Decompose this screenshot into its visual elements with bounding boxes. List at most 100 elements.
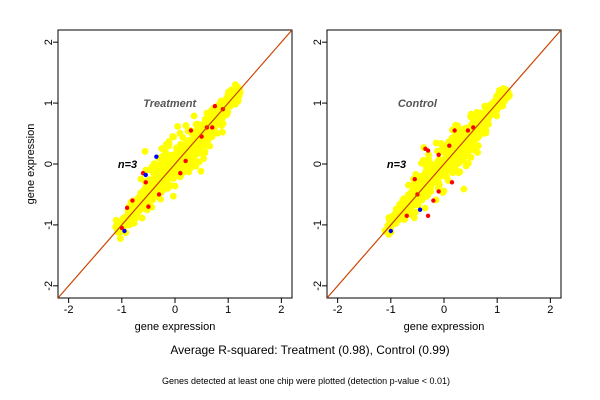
data-point-red	[156, 192, 162, 197]
data-point-red	[436, 189, 441, 194]
data-point-yellow	[201, 149, 209, 157]
data-point-yellow	[452, 121, 460, 129]
data-point-red	[436, 152, 441, 158]
data-point-yellow	[193, 137, 201, 145]
x-tick-label: 2	[278, 304, 284, 316]
data-point-red	[212, 103, 218, 109]
data-point-yellow	[154, 166, 162, 173]
data-point-yellow	[429, 161, 436, 169]
data-point-yellow	[182, 122, 190, 129]
data-point-red	[425, 213, 431, 218]
y-tick-label: 1	[43, 100, 55, 106]
data-point-yellow	[470, 135, 478, 142]
y-tick-label: -2	[312, 281, 324, 291]
x-axis-label: gene expression	[404, 321, 485, 333]
data-point-yellow	[182, 163, 190, 171]
data-point-yellow	[169, 192, 177, 200]
data-point-yellow	[439, 189, 447, 196]
x-tick-label: 0	[172, 304, 178, 316]
data-point-yellow	[444, 177, 452, 184]
data-point-yellow	[164, 181, 172, 188]
count-annotation: n=3	[118, 159, 137, 171]
data-point-yellow	[438, 157, 446, 165]
series-1	[388, 207, 423, 234]
data-point-yellow	[190, 155, 198, 163]
data-point-yellow	[192, 162, 200, 170]
data-point-yellow	[440, 143, 448, 151]
data-point-yellow	[176, 141, 184, 148]
data-point-yellow	[127, 212, 135, 220]
data-point-yellow	[189, 146, 197, 154]
data-point-yellow	[222, 96, 229, 104]
count-annotation: n=3	[387, 159, 406, 171]
data-point-yellow	[389, 213, 397, 221]
data-point-yellow	[449, 169, 457, 177]
data-point-yellow	[456, 136, 464, 144]
data-point-yellow	[213, 116, 221, 124]
data-point-blue	[122, 228, 127, 234]
control-panel: -2 -2 -1 -1 0 0 1 1 2 2 gene expression Control n=3	[312, 29, 562, 333]
data-point-yellow	[183, 148, 191, 156]
data-point-yellow	[474, 110, 481, 118]
data-point-yellow	[138, 214, 146, 222]
data-point-red	[143, 180, 148, 185]
y-tick-label: -2	[43, 281, 55, 291]
y-tick-label: 2	[43, 39, 55, 45]
group-annotation: Control	[398, 98, 438, 110]
data-point-yellow	[196, 143, 204, 151]
data-point-yellow	[467, 113, 475, 121]
data-point-yellow	[462, 162, 470, 170]
data-point-yellow	[167, 157, 175, 165]
data-point-yellow	[165, 140, 173, 148]
data-point-yellow	[410, 214, 418, 222]
data-point-yellow	[493, 92, 500, 100]
data-point-red	[146, 204, 151, 209]
data-point-yellow	[441, 148, 448, 156]
data-point-yellow	[149, 177, 157, 185]
y-tick-label: -1	[43, 220, 55, 230]
summary-text: Average R-squared: Treatment (0.98), Con…	[170, 343, 449, 357]
data-point-yellow	[171, 182, 179, 190]
group-annotation: Treatment	[143, 98, 197, 110]
data-point-red	[412, 177, 417, 182]
data-point-red	[210, 125, 215, 130]
y-tick-label: 2	[312, 39, 324, 45]
data-point-yellow	[196, 121, 204, 129]
plot-area	[58, 30, 292, 298]
y-axis-label: gene expression	[25, 124, 37, 205]
data-point-yellow	[200, 155, 207, 163]
data-point-yellow	[421, 204, 429, 212]
data-point-red	[447, 143, 452, 148]
x-tick-label: -1	[386, 304, 396, 316]
data-point-yellow	[119, 218, 127, 226]
series-0	[404, 125, 476, 218]
treatment-panel: -2 -2 -1 -1 0 0 1 1 2 2 gene expression gene expres…	[25, 29, 293, 333]
data-point-yellow	[435, 168, 443, 175]
x-axis-label: gene expression	[135, 321, 216, 333]
data-point-yellow	[419, 189, 427, 197]
data-point-yellow	[197, 167, 205, 175]
data-point-yellow	[176, 173, 184, 181]
data-point-yellow	[137, 175, 145, 183]
x-tick-label: -2	[333, 304, 343, 316]
y-tick-label: -1	[312, 220, 324, 230]
data-point-yellow	[476, 130, 484, 137]
diagonal-line	[327, 30, 561, 298]
data-point-yellow	[427, 188, 435, 195]
plot-area	[327, 30, 561, 298]
data-point-yellow	[499, 102, 507, 110]
data-point-yellow	[474, 142, 482, 150]
data-point-yellow	[219, 128, 226, 136]
y-tick-label: 0	[43, 161, 55, 167]
data-point-yellow	[461, 153, 469, 161]
data-point-yellow	[228, 86, 236, 94]
data-point-yellow	[172, 168, 180, 176]
diagonal-line	[58, 30, 292, 298]
data-point-yellow	[418, 196, 426, 204]
data-point-blue	[143, 172, 148, 178]
data-point-yellow	[174, 123, 182, 130]
data-point-yellow	[466, 146, 474, 154]
data-point-yellow	[396, 216, 403, 223]
